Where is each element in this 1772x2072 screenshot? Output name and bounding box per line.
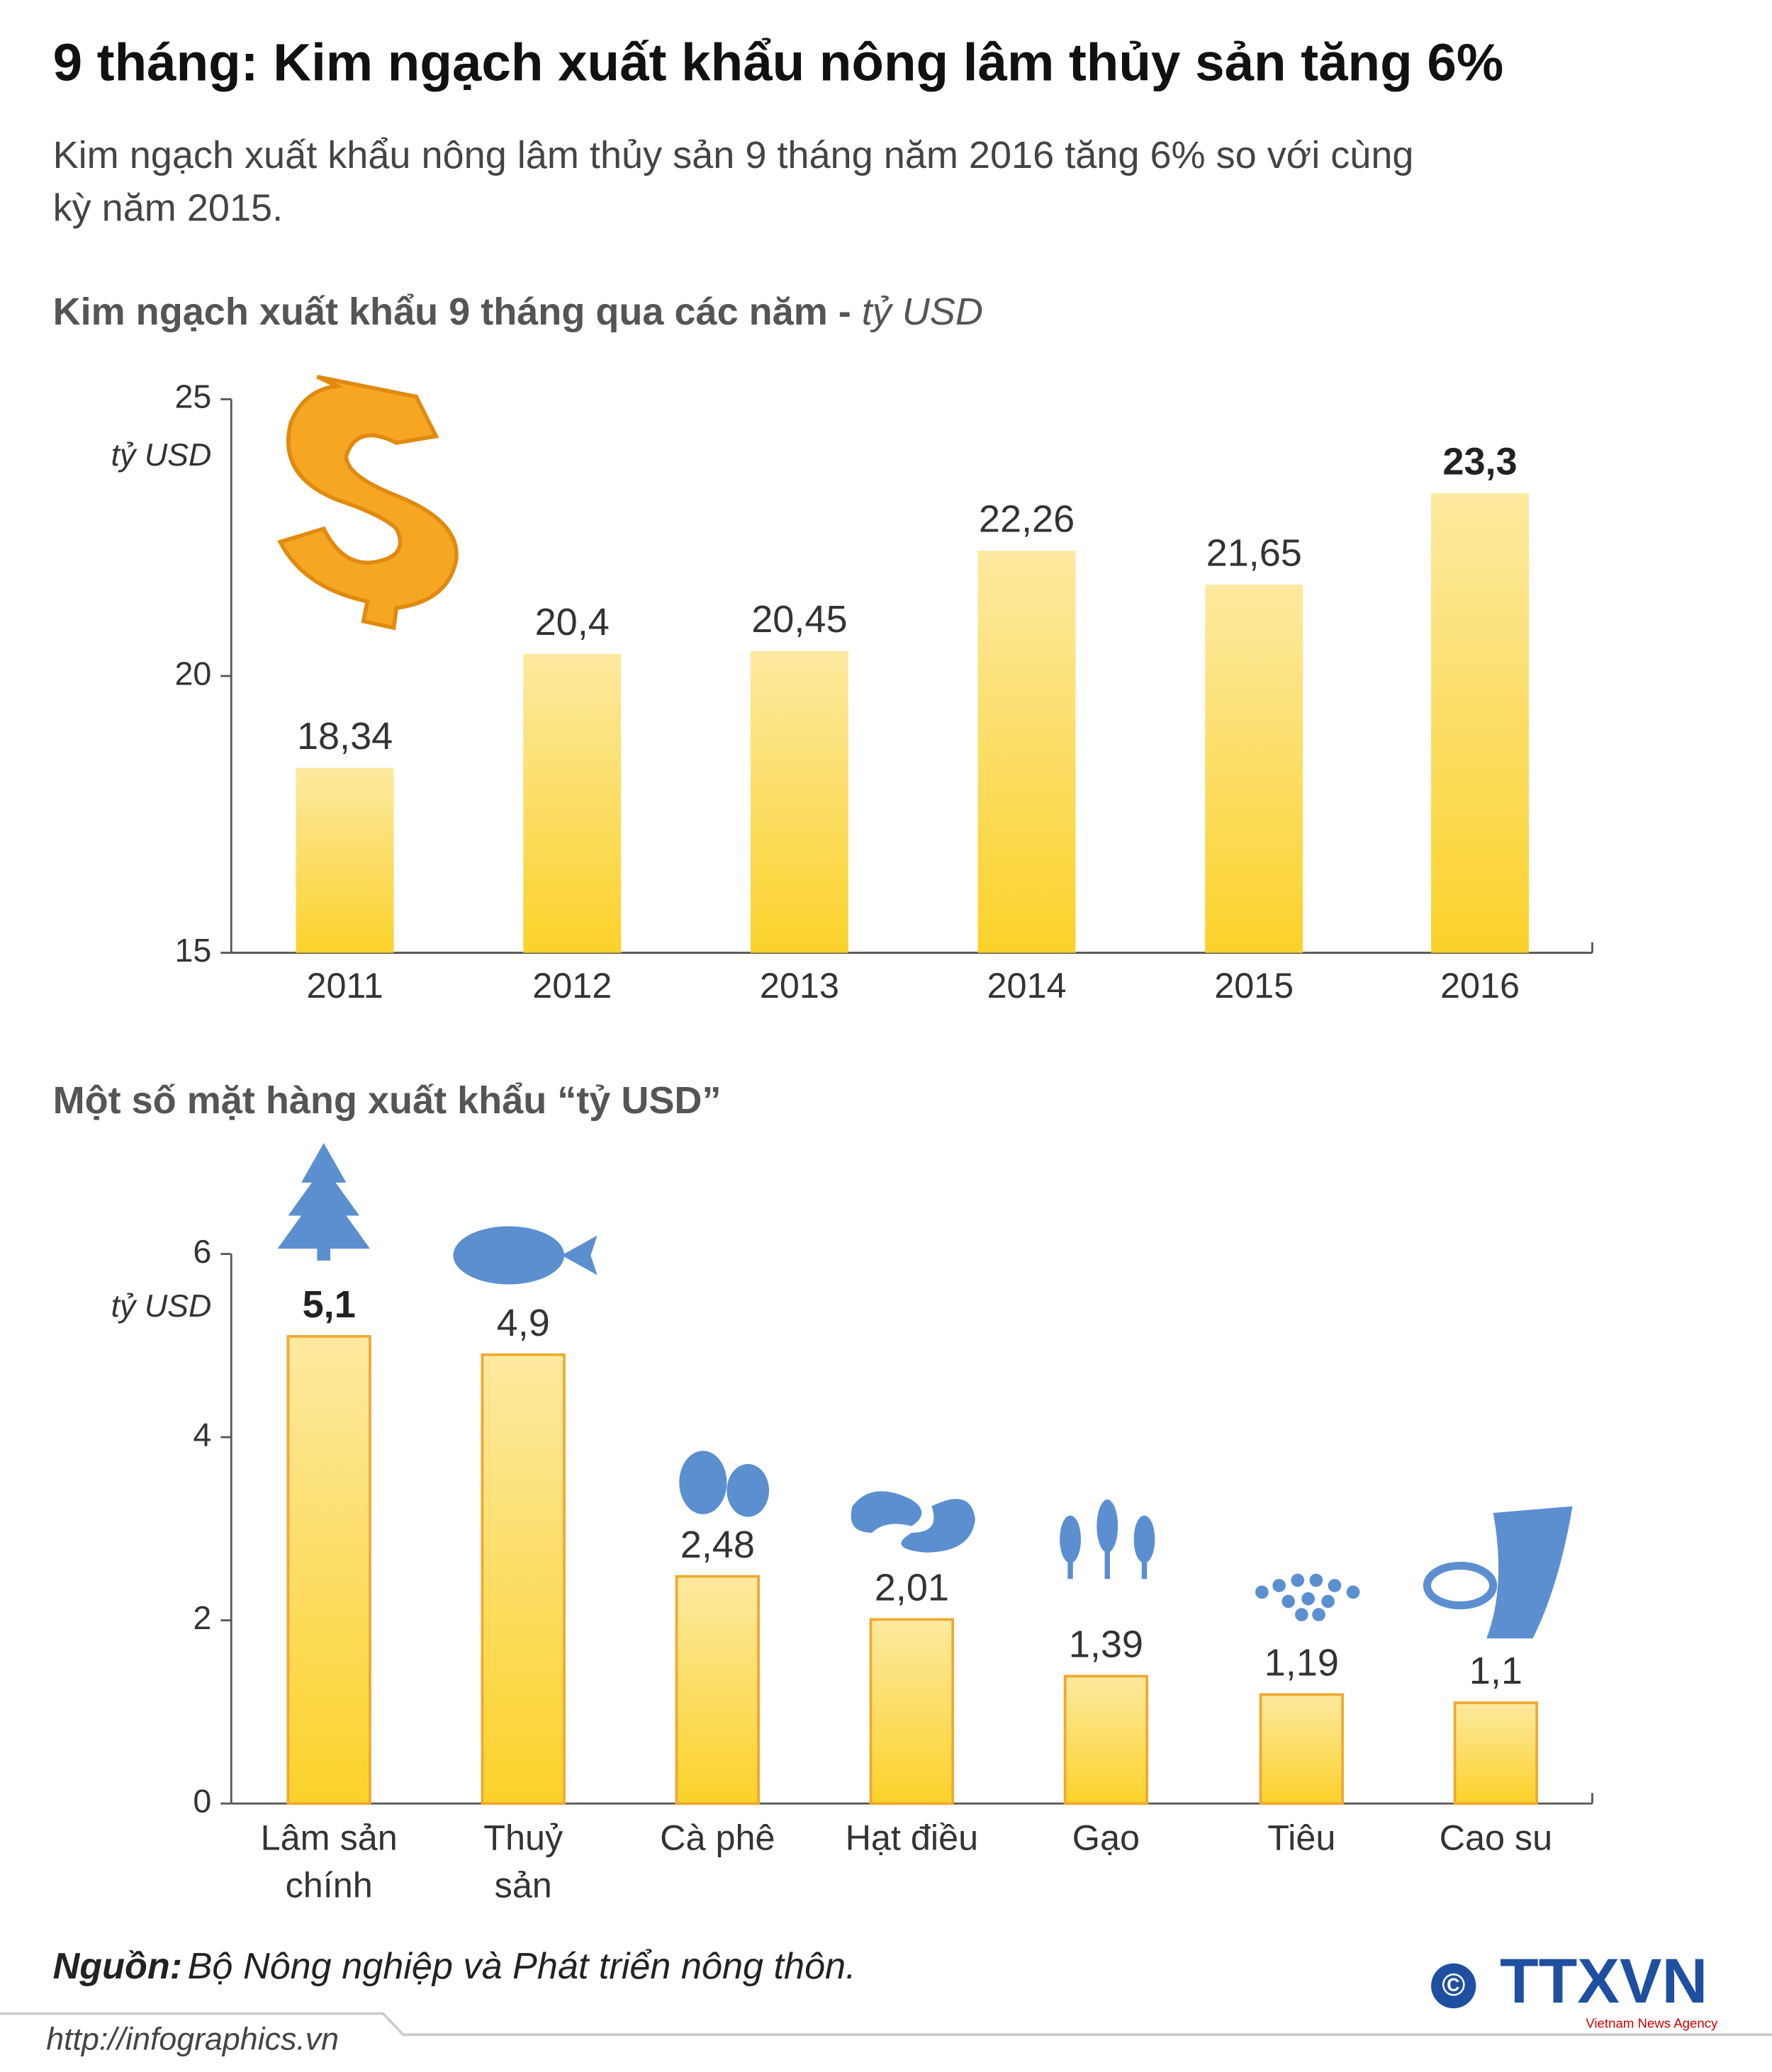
tree-trunk [317, 1247, 331, 1261]
y-tick-label: 2 [193, 1599, 211, 1636]
y-tick-label: 4 [193, 1416, 211, 1453]
y-tick-label: 15 [174, 932, 211, 969]
x-tick-label-box: Cao su [1439, 1818, 1553, 1858]
value-label: 1,39 [1069, 1623, 1143, 1666]
value-label: 1,19 [1264, 1642, 1339, 1684]
value-label: 18,34 [297, 715, 393, 758]
x-tick-label: Tiêu [1267, 1818, 1336, 1858]
bar [1205, 585, 1303, 953]
x-tick-label-box: Tiêu [1267, 1818, 1336, 1858]
dollar-icon [277, 374, 459, 631]
rice-icon [1097, 1499, 1118, 1553]
chart-title: Một số mặt hàng xuất khẩu “tỷ USD” [53, 1079, 722, 1122]
chart-title-unit: tỷ USD [862, 291, 983, 333]
subtitle: Kim ngạch xuất khẩu nông lâm thủy sản 9 … [52, 135, 1414, 230]
footer-line [0, 2012, 1772, 2037]
bar [296, 767, 394, 953]
value-label: 20,4 [535, 601, 610, 643]
url: http://infographics.vn [46, 2022, 339, 2057]
y-tick-label: 25 [174, 378, 211, 415]
x-tick-label: 2016 [1440, 965, 1520, 1006]
value-label: 4,9 [497, 1302, 550, 1344]
cashew-icon [901, 1499, 975, 1553]
value-label: 20,45 [751, 598, 847, 641]
source: Nguồn: Bộ Nông nghiệp và Phát triển nông … [53, 1946, 856, 1987]
source-text: Bộ Nông nghiệp và Phát triển nông thôn. [188, 1946, 856, 1987]
bar [1063, 1674, 1149, 1806]
bar [1431, 493, 1529, 953]
x-tick-label-box: Lâm sản chính [260, 1818, 398, 1905]
source-label: Nguồn: [53, 1946, 183, 1987]
x-tick-label: Lâm sản chính [260, 1818, 398, 1905]
bar [750, 651, 848, 953]
x-tick-label: Thuỷ sản [483, 1818, 563, 1905]
x-tick-label: 2011 [306, 965, 383, 1006]
bar [523, 653, 622, 953]
subtitle-box: Kim ngạch xuất khẩu nông lâm thủy sản 9 … [52, 135, 1414, 230]
rice-icon [1060, 1515, 1081, 1563]
rice-icon [1133, 1515, 1155, 1563]
fish-icon [453, 1226, 565, 1285]
y-tick-label: 6 [193, 1233, 211, 1270]
x-tick-label-box: Hạt điều [845, 1818, 979, 1858]
icons [277, 1143, 1573, 1639]
cashew-icon [851, 1491, 922, 1533]
bar [1259, 1693, 1344, 1806]
bar [869, 1618, 955, 1806]
y-axis-label: tỷ USD [111, 437, 212, 473]
tagline: Vietnam News Agency [1586, 2015, 1718, 2030]
rubber-cup [1423, 1561, 1498, 1610]
rubber-icon [1486, 1506, 1573, 1639]
bar [1453, 1701, 1539, 1806]
value-label: 1,1 [1469, 1650, 1523, 1692]
copyright-circle [1431, 1963, 1476, 2009]
title: 9 tháng: Kim ngạch xuất khẩu nông lâm th… [53, 32, 1504, 91]
y-tick-label: 20 [174, 655, 211, 692]
value-label: 2,48 [680, 1524, 755, 1566]
x-tick-label-box: Thuỷ sản [483, 1818, 563, 1905]
x-tick-label: Hạt điều [845, 1818, 979, 1858]
bar [977, 551, 1076, 953]
x-tick-label: Cao su [1439, 1818, 1553, 1858]
x-tick-label: Gạo [1072, 1818, 1140, 1858]
value-label: 2,01 [875, 1567, 949, 1609]
value-label: 21,65 [1206, 531, 1302, 574]
coffee-icon [679, 1451, 727, 1514]
chart-title-text: Kim ngạch xuất khẩu 9 tháng qua các năm … [53, 291, 851, 333]
coffee-icon [727, 1464, 770, 1517]
x-tick-label: 2012 [532, 965, 612, 1006]
x-tick-label: 2015 [1214, 965, 1294, 1006]
x-tick-label-box: Cà phê [660, 1818, 775, 1858]
y-tick-label: 0 [193, 1782, 211, 1819]
copyright: © [1442, 1967, 1465, 2003]
x-tick-label-box: Gạo [1072, 1818, 1140, 1858]
value-label: 22,26 [979, 498, 1075, 541]
x-tick-label: Cà phê [660, 1818, 775, 1858]
pepper-icon [1255, 1573, 1360, 1621]
bar [286, 1335, 371, 1806]
charts: Kim ngạch xuất khẩu 9 tháng qua các năm … [53, 291, 1593, 1905]
y-axis-label: tỷ USD [111, 1288, 212, 1324]
logo: TTXVN [1500, 1945, 1707, 2016]
chart-title: Kim ngạch xuất khẩu 9 tháng qua các năm … [53, 291, 983, 333]
bar [481, 1353, 566, 1806]
chart-title-text: Một số mặt hàng xuất khẩu “tỷ USD” [53, 1079, 722, 1122]
x-tick-label: 2014 [987, 965, 1067, 1006]
x-tick-label: 2013 [760, 965, 839, 1006]
bar [675, 1575, 760, 1806]
fish-tail [561, 1235, 598, 1276]
value-label: 5,1 [303, 1283, 356, 1326]
value-label: 23,3 [1442, 440, 1517, 483]
tree-icon [277, 1143, 370, 1249]
